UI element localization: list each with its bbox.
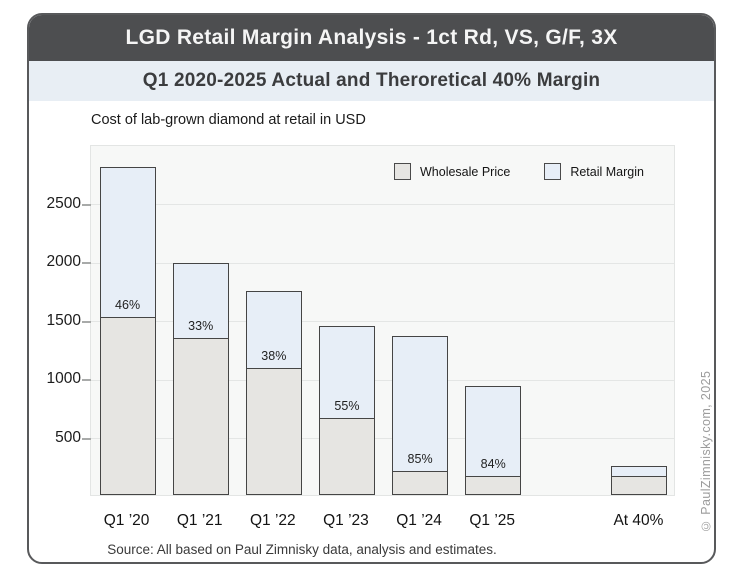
bar-margin-label: 46% <box>115 297 141 312</box>
y-tick-mark <box>82 320 91 323</box>
page-title: LGD Retail Margin Analysis - 1ct Rd, VS,… <box>125 26 618 49</box>
bar-segment-wholesale <box>100 316 155 494</box>
retail-swatch-icon <box>544 163 562 180</box>
bar: 84% <box>465 385 522 495</box>
x-tick-label: Q1 ’20 <box>103 512 150 529</box>
bar-margin-label: 85% <box>407 451 433 466</box>
y-tick-label: 1000 <box>46 370 81 387</box>
legend-label-wholesale: Wholesale Price <box>420 164 511 179</box>
bar-margin-label: 84% <box>480 457 506 472</box>
y-tick-mark <box>82 379 91 381</box>
y-tick-mark <box>82 262 91 264</box>
y-tick-label: 2500 <box>46 194 81 212</box>
gridline <box>91 262 674 264</box>
bar-segment-wholesale <box>466 476 521 494</box>
y-tick-label: 2000 <box>46 253 81 270</box>
chart-title: Cost of lab-grown diamond at retail in U… <box>91 112 366 128</box>
bar-segment-wholesale <box>246 367 301 494</box>
gridline <box>91 438 674 439</box>
y-tick-mark <box>82 437 91 440</box>
legend: Wholesale Price Retail Margin <box>394 163 644 180</box>
source-note: Source: All based on Paul Zimnisky data,… <box>107 542 497 557</box>
x-tick-label: Q1 ’21 <box>176 512 223 529</box>
page-subtitle: Q1 2020-2025 Actual and Theroretical 40%… <box>142 70 601 91</box>
y-tick-label: 500 <box>55 428 81 446</box>
bar: 46% <box>99 167 156 495</box>
plot-area: Wholesale Price Retail Margin 46% 33% 38% 5… <box>82 145 675 496</box>
bar-segment-wholesale <box>612 476 667 494</box>
bar-segment-wholesale <box>319 417 374 494</box>
bar: 38% <box>245 290 302 495</box>
copyright-note: © PaulZimnisky.com, 2025 <box>699 370 713 533</box>
bar-margin-label: 55% <box>334 398 360 413</box>
gridline <box>91 379 674 381</box>
bar-margin-label: 38% <box>261 348 287 363</box>
gridline <box>91 204 674 205</box>
x-tick-label: Q1 ’22 <box>249 512 296 529</box>
gridline <box>91 321 674 322</box>
bar: 33% <box>172 262 229 495</box>
bar: 85% <box>392 336 449 495</box>
bar-margin-label: 33% <box>188 319 214 334</box>
bar-segment-wholesale <box>393 470 448 494</box>
bar-segment-wholesale <box>173 338 228 494</box>
title-bar: LGD Retail Margin Analysis - 1ct Rd, VS,… <box>29 15 714 61</box>
subtitle-bar: Q1 2020-2025 Actual and Theroretical 40%… <box>29 61 714 101</box>
x-tick-label: Q1 ’25 <box>469 512 516 529</box>
y-tick-mark <box>82 203 91 206</box>
y-tick-label: 1500 <box>46 311 81 329</box>
wholesale-swatch-icon <box>394 163 411 180</box>
chart-card: LGD Retail Margin Analysis - 1ct Rd, VS,… <box>27 13 716 564</box>
bar: 55% <box>318 325 375 495</box>
legend-label-retail: Retail Margin <box>570 164 644 179</box>
legend-item-wholesale: Wholesale Price <box>394 163 510 180</box>
bar <box>611 465 668 495</box>
x-tick-label: Q1 ’24 <box>396 512 442 529</box>
x-tick-label: Q1 ’23 <box>323 512 369 529</box>
x-tick-label: At 40% <box>613 512 664 529</box>
legend-item-retail: Retail Margin <box>544 163 644 180</box>
